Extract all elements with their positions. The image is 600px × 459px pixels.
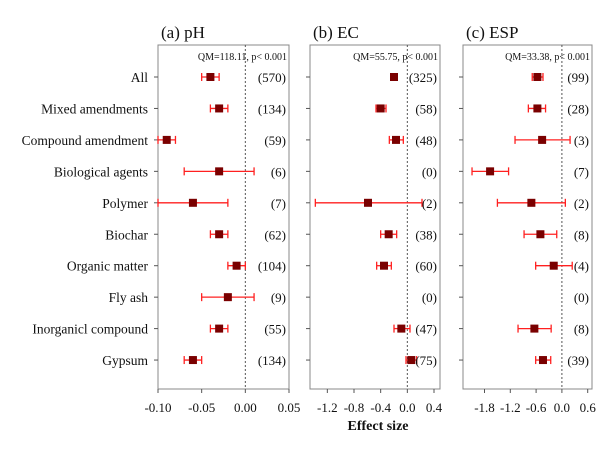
panel-frame	[462, 44, 593, 390]
point-estimate	[215, 104, 224, 113]
x-tick-label: -0.10	[144, 400, 171, 415]
category-label: Biological agents	[54, 164, 148, 179]
sample-size: (48)	[415, 133, 437, 148]
sample-size: (0)	[422, 290, 437, 305]
x-tick-label: 0.4	[426, 400, 443, 415]
x-tick-label: 0.00	[234, 400, 257, 415]
sample-size: (47)	[415, 322, 437, 337]
point-estimate	[390, 73, 398, 81]
panel-3: (c) ESP QM=33.38, p< 0.001 (99) (28) (3) (7) (…	[459, 23, 596, 415]
point-estimate	[364, 198, 372, 207]
sample-size: (570)	[258, 70, 286, 85]
point-estimate	[206, 73, 215, 81]
point-estimate	[538, 135, 547, 144]
sample-size: (8)	[574, 322, 589, 337]
category-label: Inorganicl compound	[32, 322, 148, 337]
panel-frame	[157, 44, 290, 390]
panel-title: (b) EC	[313, 23, 359, 42]
sample-size: (0)	[574, 290, 589, 305]
category-label: Organic matter	[67, 259, 149, 274]
panel-title: (c) ESP	[466, 23, 518, 42]
sample-size: (7)	[271, 196, 286, 211]
point-estimate	[215, 230, 224, 239]
point-estimate	[232, 261, 241, 270]
x-tick-label: -0.6	[526, 400, 547, 415]
x-tick-label: 0.0	[399, 400, 415, 415]
sample-size: (2)	[574, 196, 589, 211]
x-tick-label: -1.2	[317, 400, 338, 415]
panels: (a) pH QM=118.11, p< 0.001 (570) (134) (59) (…	[144, 23, 596, 415]
sample-size: (59)	[264, 133, 286, 148]
sample-size: (3)	[574, 133, 589, 148]
panel-2: (b) EC QM=55.75, p< 0.001 (325) (58) (48) (0)…	[306, 23, 443, 415]
point-estimate	[215, 167, 224, 176]
category-label: Mixed amendments	[41, 101, 148, 116]
panel-frame	[309, 44, 441, 390]
heterogeneity-stat: QM=118.11, p< 0.001	[198, 52, 287, 63]
point-estimate	[188, 198, 197, 207]
point-estimate	[392, 135, 400, 144]
point-estimate	[533, 73, 542, 81]
sample-size: (60)	[415, 259, 437, 274]
sample-size: (62)	[264, 227, 286, 242]
point-estimate	[376, 104, 385, 113]
sample-size: (39)	[567, 353, 589, 368]
point-estimate	[215, 324, 224, 333]
point-estimate	[527, 198, 536, 207]
sample-size: (4)	[574, 259, 589, 274]
panel-title: (a) pH	[161, 23, 205, 42]
point-estimate	[538, 356, 547, 365]
category-label: Polymer	[102, 196, 148, 211]
sample-size: (134)	[258, 353, 286, 368]
point-estimate	[188, 356, 197, 365]
x-tick-label: 0.05	[278, 400, 301, 415]
category-label: All	[131, 70, 149, 85]
sample-size: (104)	[258, 259, 286, 274]
sample-size: (2)	[422, 196, 437, 211]
category-label: Gypsum	[102, 353, 148, 368]
sample-size: (9)	[271, 290, 286, 305]
panel-1: (a) pH QM=118.11, p< 0.001 (570) (134) (59) (…	[144, 23, 300, 415]
sample-size: (7)	[574, 164, 589, 179]
sample-size: (134)	[258, 101, 286, 116]
point-estimate	[162, 135, 171, 144]
point-estimate	[384, 230, 393, 239]
point-estimate	[549, 261, 558, 270]
sample-size: (8)	[574, 227, 589, 242]
sample-size: (325)	[409, 70, 437, 85]
point-estimate	[380, 261, 388, 270]
point-estimate	[536, 230, 545, 239]
x-tick-label: -0.8	[344, 400, 365, 415]
x-tick-label: -1.2	[500, 400, 521, 415]
point-estimate	[223, 293, 232, 302]
point-estimate	[407, 356, 416, 365]
sample-size: (99)	[567, 70, 589, 85]
sample-size: (58)	[415, 101, 437, 116]
category-label: Compound amendment	[22, 133, 149, 148]
x-tick-label: 0.6	[580, 400, 597, 415]
sample-size: (28)	[567, 101, 589, 116]
x-tick-label: -0.05	[188, 400, 215, 415]
category-label: Fly ash	[109, 290, 149, 305]
point-estimate	[530, 324, 539, 333]
point-estimate	[397, 324, 406, 333]
sample-size: (55)	[264, 322, 286, 337]
category-label: Biochar	[105, 227, 148, 242]
sample-size: (38)	[415, 227, 437, 242]
sample-size: (6)	[271, 164, 286, 179]
sample-size: (0)	[422, 164, 437, 179]
sample-size: (75)	[415, 353, 437, 368]
x-tick-label: 0.0	[554, 400, 570, 415]
point-estimate	[486, 167, 495, 176]
point-estimate	[533, 104, 542, 113]
x-tick-label: -1.8	[474, 400, 495, 415]
x-tick-label: -0.4	[370, 400, 391, 415]
heterogeneity-stat: QM=33.38, p< 0.001	[505, 52, 590, 63]
heterogeneity-stat: QM=55.75, p< 0.001	[353, 52, 438, 63]
category-labels: All Mixed amendments Compound amendment Bio…	[22, 70, 149, 368]
x-axis-label: Effect size	[347, 419, 408, 434]
